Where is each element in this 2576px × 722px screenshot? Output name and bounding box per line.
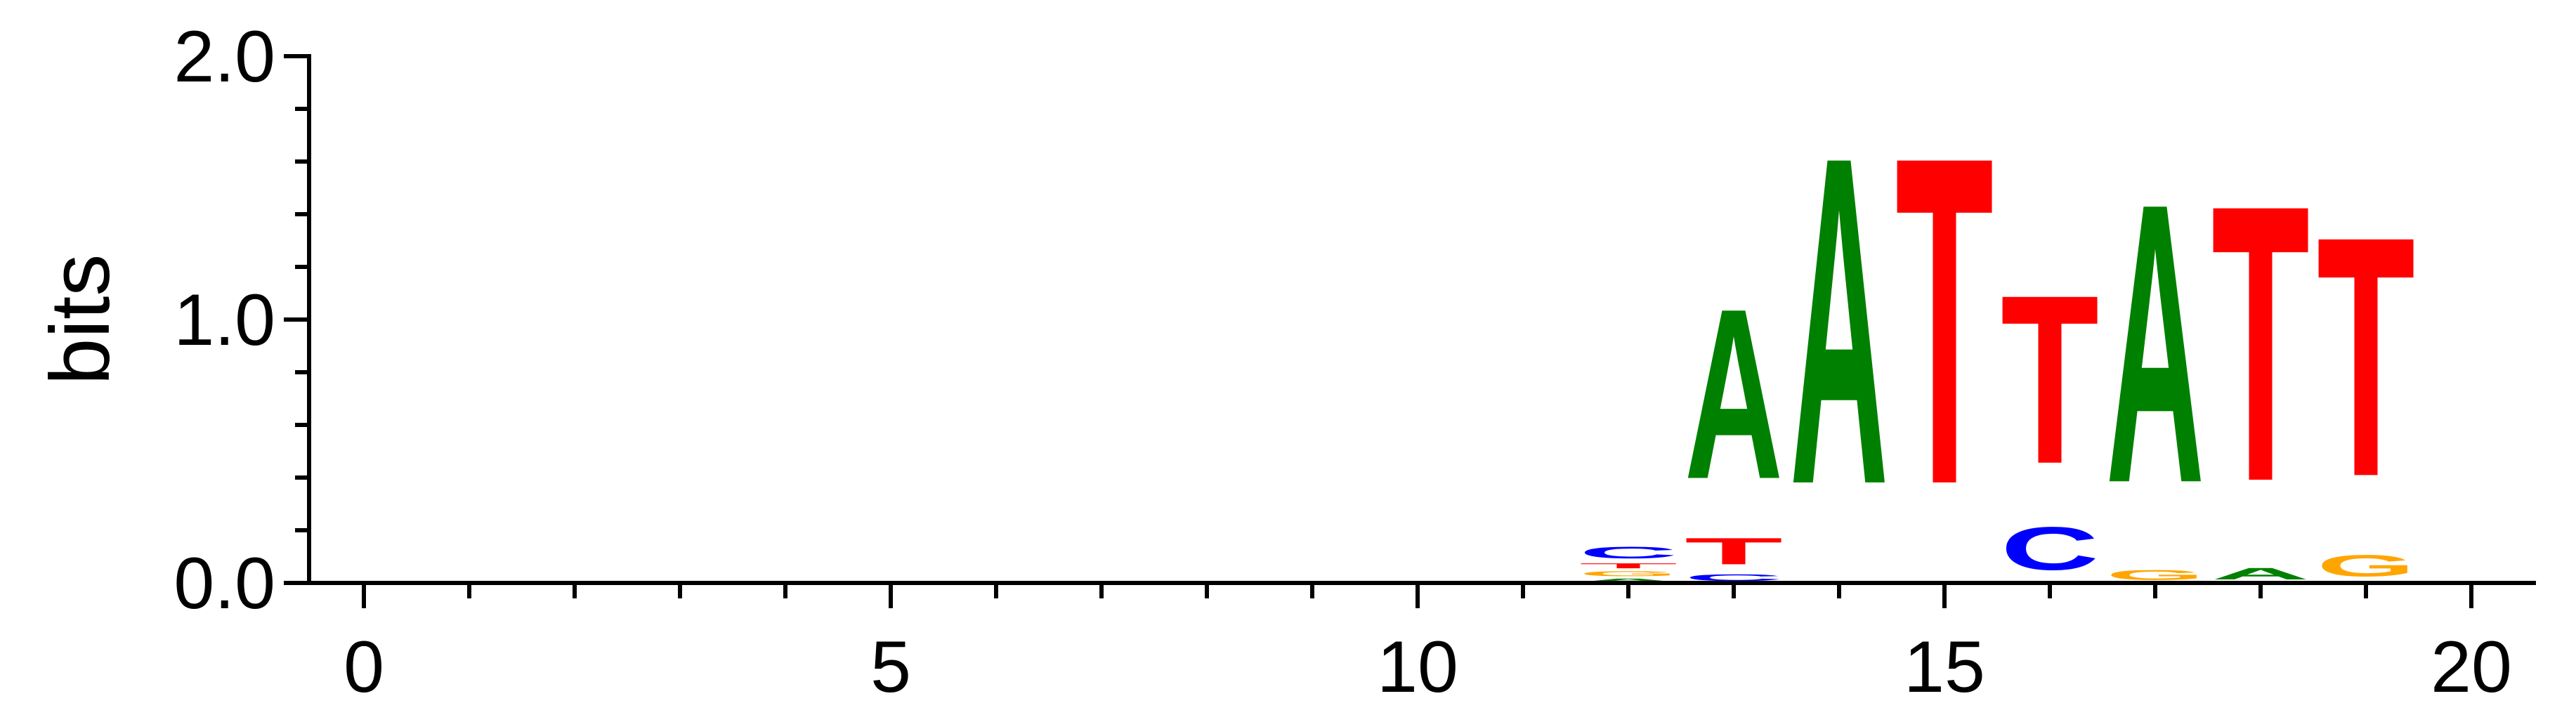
logo-letter-A: A [2211,565,2310,583]
x-tick-label: 0 [344,626,384,708]
x-axis-ticks: 0 5 10 15 20 [344,583,2512,708]
logo-letter-C: C [1579,544,1678,562]
x-tick-label: 10 [1377,626,1458,708]
x-tick-label: 15 [1904,626,1985,708]
y-tick-label: 2.0 [174,16,275,98]
logo-letter-T: T [1685,530,1783,572]
axes: 0.0 1.0 2.0 0 5 10 15 20 bits [33,16,2536,708]
logo-letter-T: T [1895,59,1994,582]
logo-letter-C: C [1685,572,1783,583]
y-axis-label: bits [33,254,127,386]
y-tick-label: 1.0 [174,280,275,361]
logo-letter-T: T [2317,165,2415,548]
x-tick-label: 20 [2431,626,2512,708]
logo-letter-T: T [2001,244,2099,513]
x-tick-label: 5 [870,626,911,708]
logo-letter-A: A [1685,258,1783,530]
logo-letter-C: C [2001,514,2099,583]
logo-letter-G: G [1579,570,1678,577]
logo-letter-A: A [1579,578,1678,584]
logo-letter-A: A [2106,120,2204,565]
y-axis-ticks: 0.0 1.0 2.0 [174,16,309,624]
logo-letter-A: A [1790,59,1888,582]
logo-letter-T: T [1579,562,1678,570]
logo-letter-G: G [2317,549,2415,583]
y-tick-label: 0.0 [174,543,275,624]
logo-letter-T: T [2211,123,2310,563]
logo-letter-G: G [2106,567,2204,584]
